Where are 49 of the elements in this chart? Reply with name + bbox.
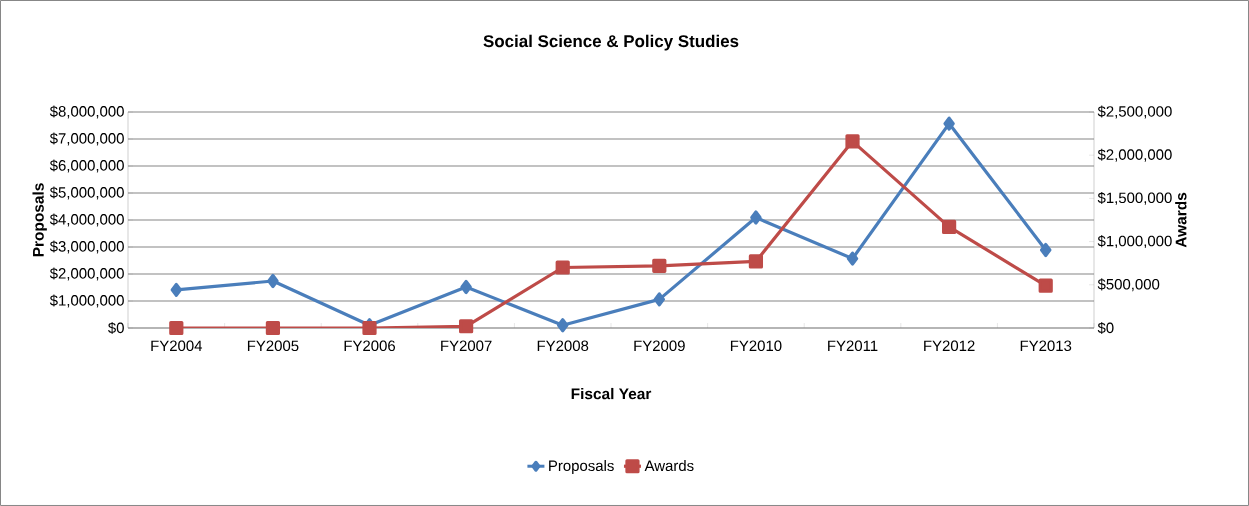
y-tick-label: $2,000,000: [49, 267, 124, 281]
x-tick-label: FY2008: [537, 340, 589, 352]
point: [460, 279, 472, 295]
y2-tick-label: $1,500,000: [1097, 191, 1172, 205]
point: [942, 219, 957, 234]
y-tick-label: $3,000,000: [49, 240, 124, 254]
x-tick-label: FY2011: [828, 340, 878, 352]
y2-tick-label: $0: [1097, 321, 1114, 335]
y-tick-label: $0: [108, 321, 124, 335]
y2-tick-label: $500,000: [1097, 278, 1160, 292]
y2-tick-label: $2,000,000: [1097, 148, 1172, 162]
point: [653, 292, 666, 307]
x-tick-label: FY2009: [634, 340, 685, 352]
y-tick-label: $1,000,000: [49, 294, 124, 308]
x-tick-label: FY2007: [441, 340, 492, 352]
legend-label: Proposals: [549, 460, 614, 474]
y2-tick-label: $2,500,000: [1097, 105, 1172, 119]
point: [1038, 278, 1053, 293]
y-tick-label: $4,000,000: [49, 213, 124, 227]
point: [943, 116, 955, 131]
y2-axis-title: Awards: [1175, 192, 1187, 248]
x-tick-label: FY2005: [247, 340, 299, 352]
y-tick-label: $5,000,000: [49, 186, 124, 200]
point: [267, 273, 279, 289]
point: [750, 210, 762, 225]
x-tick-label: FY2013: [1020, 340, 1072, 352]
x-tick-label: FY2010: [730, 340, 782, 352]
y-tick-label: $6,000,000: [49, 159, 124, 173]
point: [170, 282, 183, 298]
point: [748, 254, 764, 269]
point: [459, 319, 474, 334]
x-tick-label: FY2012: [924, 340, 975, 352]
x-tick-label: FY2006: [344, 340, 396, 352]
legend-label: Awards: [644, 460, 694, 472]
y2-tick-label: $1,000,000: [1097, 235, 1172, 249]
y-axis-title: Proposals: [32, 183, 47, 257]
y-tick-label: $7,000,000: [49, 132, 124, 146]
point: [555, 260, 570, 275]
point: [846, 251, 859, 266]
point: [556, 318, 569, 333]
x-tick-label: FY2004: [151, 340, 203, 352]
point: [845, 134, 860, 149]
y-tick-label: $8,000,000: [49, 105, 124, 119]
point: [652, 258, 667, 273]
chart-title: Social Science & Policy Studies: [483, 34, 739, 51]
point: [169, 320, 184, 336]
point: [1039, 242, 1052, 258]
point: [265, 320, 281, 336]
x-axis-title: Fiscal Year: [571, 387, 652, 400]
